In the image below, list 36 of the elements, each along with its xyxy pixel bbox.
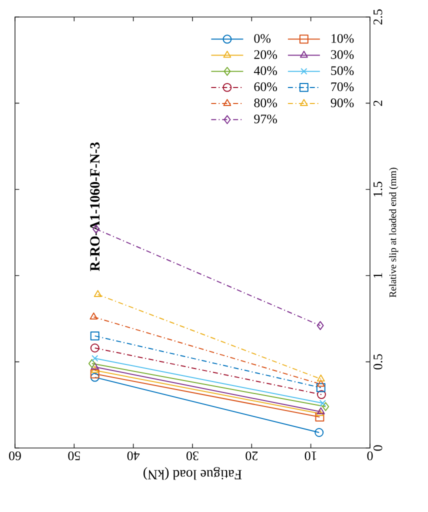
x-tick-label: 50 bbox=[68, 452, 80, 460]
y-tick-label: 0.5 bbox=[374, 354, 382, 370]
y-tick-label: 1 bbox=[374, 273, 382, 278]
y-tick-label: 1.5 bbox=[374, 182, 382, 196]
point bbox=[322, 402, 330, 412]
x-axis-title: Fatigue load (kN) bbox=[144, 467, 242, 480]
point bbox=[316, 321, 324, 330]
legend-label: 50% bbox=[331, 66, 354, 76]
legend-label: 30% bbox=[331, 50, 354, 59]
x-tick-label: 60 bbox=[9, 452, 21, 460]
legend-label: 70% bbox=[331, 82, 354, 92]
legend-label: 0% bbox=[254, 34, 271, 43]
x-tick-label: 40 bbox=[127, 452, 140, 460]
legend-label: 90% bbox=[330, 98, 354, 108]
legend-label: 10% bbox=[332, 34, 354, 43]
point bbox=[90, 331, 100, 340]
y-tick-label: 2.5 bbox=[374, 9, 382, 25]
point bbox=[319, 400, 326, 406]
legend-label: 97% bbox=[254, 114, 277, 124]
legend-label: 80% bbox=[254, 98, 277, 108]
text: R-RO-A1-1060-F-N-3 bbox=[90, 142, 100, 272]
legend-label: 60% bbox=[254, 82, 277, 92]
point bbox=[90, 372, 100, 382]
x-tick-label: 20 bbox=[246, 452, 258, 460]
point bbox=[92, 355, 98, 362]
legend-label: 20% bbox=[254, 50, 277, 59]
x-tick-label: 10 bbox=[304, 452, 316, 460]
point bbox=[314, 428, 324, 437]
point bbox=[90, 344, 100, 352]
y-axis-title: Relative slip at loaded end (mm) bbox=[389, 168, 398, 298]
y-tick-label: 2 bbox=[374, 100, 382, 106]
point bbox=[316, 390, 326, 400]
y-tick-label: 0 bbox=[374, 445, 382, 451]
x-tick-label: 30 bbox=[186, 452, 198, 460]
legend-label: 40% bbox=[254, 66, 277, 76]
x-tick-label: 0 bbox=[367, 452, 373, 460]
